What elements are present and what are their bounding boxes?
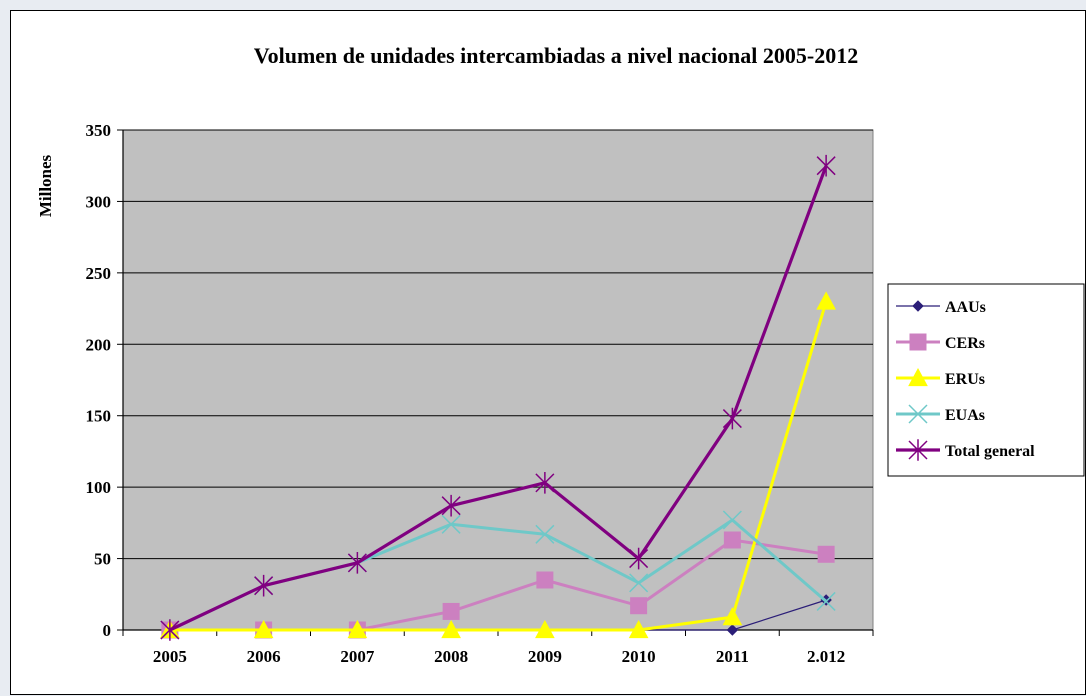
series-line [169,301,828,632]
legend: AAUs CERs ERUs EUAs Total general [887,283,1085,477]
y-tick-label: 150 [86,407,112,426]
marker-x [816,591,836,611]
marker-star [629,547,649,570]
marker-triangle [722,607,743,626]
y-tick-label: 350 [86,121,112,140]
marker-triangle [628,619,649,639]
series-total-general [160,154,836,641]
y-tick-label: 200 [86,335,112,354]
marker-star [254,574,274,597]
x-tick-label: 2008 [434,647,468,666]
marker-square [442,602,460,620]
x-tick-label: 2005 [153,647,187,666]
x-tick-label: 2010 [622,647,656,666]
y-axis-label: Millones [36,154,55,217]
marker-diamond [912,300,924,312]
series-line [169,165,828,632]
marker-star [535,472,555,494]
legend-label: AAUs [945,299,986,316]
y-tick-label: 50 [94,550,111,569]
legend-item: AAUs [896,299,986,316]
marker-x [722,510,742,530]
y-tick-label: 250 [86,264,112,283]
chart-frame: Volumen de unidades intercambiadas a niv… [10,10,1086,695]
y-tick-label: 300 [86,192,112,211]
marker-triangle [253,619,274,639]
marker-square [909,333,927,351]
x-tick-label: 2006 [247,647,281,666]
marker-square [536,571,554,589]
marker-star [722,407,742,430]
y-tick-label: 100 [86,478,112,497]
marker-triangle [347,619,368,639]
line-chart: Volumen de unidades intercambiadas a niv… [36,43,1085,666]
marker-x [535,524,555,544]
marker-triangle [441,619,461,639]
x-tick-label: 2007 [340,647,375,666]
marker-square [630,597,648,615]
legend-label: EUAs [945,407,985,424]
chart-title: Volumen de unidades intercambiadas a niv… [254,43,858,68]
legend-item: Total general [896,439,1035,461]
plot-background [122,129,874,631]
legend-label: CERs [945,335,985,352]
legend-label: Total general [945,443,1035,460]
marker-star [347,552,367,574]
x-tick-label: 2011 [716,647,749,666]
marker-square [723,531,741,549]
marker-star [908,439,928,461]
marker-triangle [908,367,928,387]
y-tick-label: 0 [103,621,112,640]
plot-area: 0 50 100 150 200 250 300 350 2005 2006 2007 2008 200… [86,121,874,666]
legend-item: ERUs [896,367,985,388]
marker-triangle [535,619,555,639]
marker-diamond [726,624,739,636]
marker-star [160,619,180,641]
legend-item: EUAs [896,404,985,424]
marker-x [908,404,928,424]
marker-x [629,573,649,593]
legend-label: ERUs [945,371,985,388]
legend-item: CERs [896,333,985,352]
x-tick-label: 2009 [528,647,562,666]
marker-triangle [816,291,836,310]
marker-star [441,494,461,517]
marker-square [817,545,835,563]
x-tick-label: 2.012 [807,647,845,666]
marker-x [441,514,461,534]
marker-star [816,154,836,177]
